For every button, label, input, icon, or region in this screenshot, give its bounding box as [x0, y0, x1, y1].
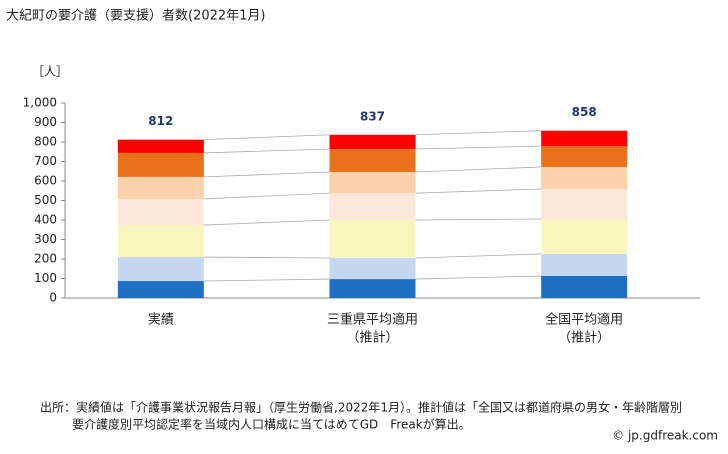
x-tick-label: 実績 — [148, 312, 174, 328]
bar-segment — [329, 193, 416, 220]
chart-title: 大紀町の要介護（要支援）者数(2022年1月) — [6, 8, 266, 24]
bar-segment — [541, 146, 628, 167]
connector-line — [415, 188, 542, 194]
connector-line — [203, 219, 330, 226]
y-unit: ［人］ — [32, 65, 68, 79]
y-tick-label: 100 — [34, 271, 57, 285]
x-tick-note: （推計） — [346, 330, 398, 346]
y-tick-label: 700 — [34, 154, 57, 168]
connector-line — [415, 275, 542, 280]
bar-segment — [117, 257, 204, 282]
x-tick-label: 三重県平均適用 — [327, 312, 418, 328]
connector-line — [203, 256, 330, 259]
bar-segment — [117, 281, 204, 298]
source-note: 出所：実績値は「介護事業状況報告月報」（厚生労働省,2022年1月）。推計値は「… — [40, 400, 682, 415]
connector-line — [203, 192, 330, 200]
bar-segment — [329, 149, 416, 173]
y-tick-label: 200 — [34, 252, 57, 266]
connector-line — [415, 130, 542, 136]
bar-segment — [329, 220, 416, 259]
connector-line — [415, 218, 542, 221]
connector-line — [203, 171, 330, 178]
source-note: 要介護度別平均認定率を当域内人口構成に当てはめてGD Freakが算出。 — [72, 417, 471, 432]
connector-line — [415, 166, 542, 173]
bar-segment — [117, 225, 204, 258]
bar-segment — [117, 198, 204, 226]
bar-segment — [541, 219, 628, 254]
connector-line — [415, 145, 542, 150]
connector-line — [203, 278, 330, 282]
bar-segment — [541, 253, 628, 276]
total-label: 858 — [572, 105, 597, 119]
credit: © jp.gdfreak.com — [612, 429, 718, 443]
bar-segment — [117, 139, 204, 153]
bar-segment — [329, 172, 416, 194]
connector-line — [203, 148, 330, 154]
bar-segment — [541, 130, 628, 147]
total-label: 837 — [360, 109, 385, 123]
x-tick-label: 全国平均適用 — [545, 312, 623, 328]
connector-line — [203, 134, 330, 141]
y-tick-label: 1,000 — [23, 96, 57, 110]
connector-line — [415, 253, 542, 259]
y-tick-label: 300 — [34, 232, 57, 246]
bar-segment — [329, 279, 416, 298]
bar-segment — [117, 176, 204, 199]
y-tick-label: 400 — [34, 213, 57, 227]
total-label: 812 — [148, 114, 173, 128]
bar-segment — [117, 152, 204, 177]
y-tick-label: 800 — [34, 135, 57, 149]
y-tick-label: 0 — [49, 291, 57, 305]
bar-segment — [541, 188, 628, 220]
bar-segment — [329, 258, 416, 280]
x-tick-note: （推計） — [558, 330, 610, 346]
y-tick-label: 600 — [34, 174, 57, 188]
bar-segment — [541, 166, 628, 189]
y-tick-label: 500 — [34, 193, 57, 207]
y-tick-label: 900 — [34, 115, 57, 129]
bar-segment — [329, 134, 416, 150]
bar-segment — [541, 275, 628, 298]
